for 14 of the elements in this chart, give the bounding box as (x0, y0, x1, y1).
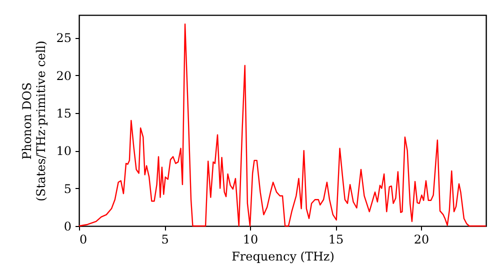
y-axis-title: Phonon DOS (States/THz·primitive cell) (20, 40, 48, 202)
y-tick-label: 15 (56, 106, 72, 120)
y-tick-label: 20 (56, 68, 72, 83)
x-tick-label: 0 (80, 232, 88, 246)
x-tick-label: 5 (161, 232, 169, 246)
y-tick-label: 25 (56, 31, 72, 46)
x-axis-title: Frequency (THz) (232, 250, 334, 264)
y-tick-label: 10 (56, 144, 72, 158)
x-tick-label: 20 (414, 232, 430, 246)
x-tick-label: 15 (328, 232, 344, 246)
x-tick-label: 10 (242, 232, 258, 246)
y-tick-label: 5 (64, 182, 72, 196)
y-tick-label: 0 (64, 220, 72, 234)
line-series (78, 23, 487, 227)
